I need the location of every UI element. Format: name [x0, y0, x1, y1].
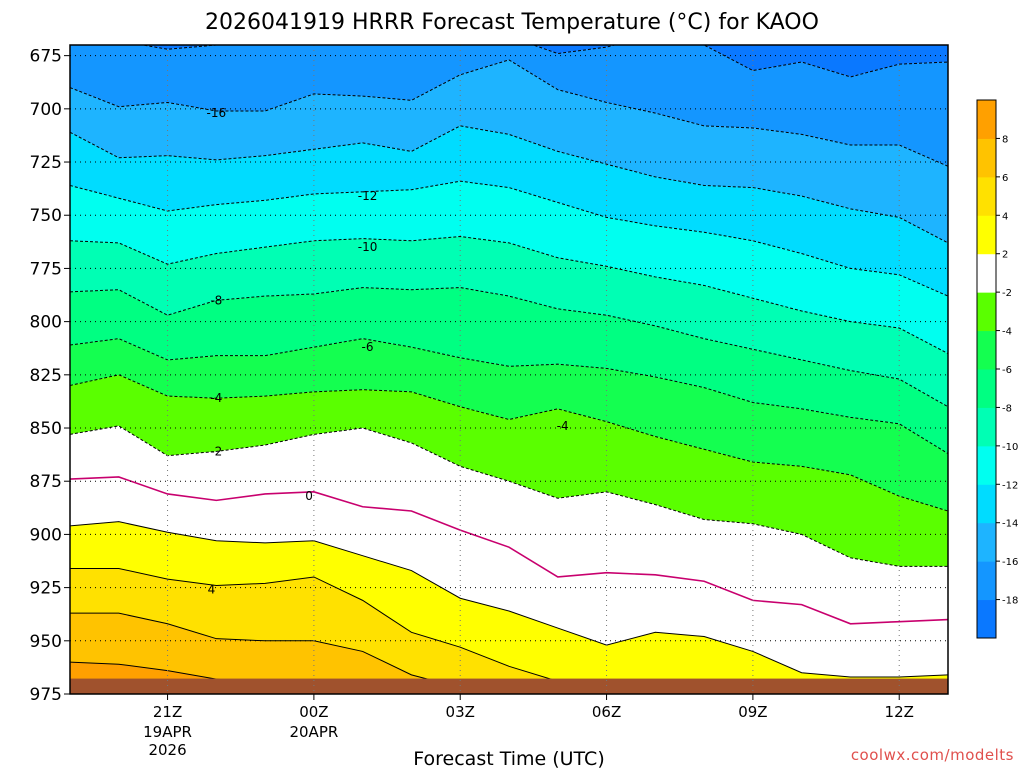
contour-label: 0	[305, 489, 313, 503]
x-tick-label: 06Z	[592, 703, 621, 721]
colorbar-tick-label: 4	[1002, 211, 1008, 222]
colorbar-tick-label: -16	[1002, 557, 1018, 568]
x-tick-label: 21Z	[153, 703, 182, 721]
credit-link[interactable]: coolwx.com/modelts	[851, 746, 1014, 764]
y-tick-label: 725	[30, 153, 62, 173]
colorbar-tick-label: -4	[1002, 327, 1012, 338]
colorbar-tick-label: -6	[1002, 365, 1012, 376]
contour-label: -10	[358, 240, 378, 254]
x-tick-label: 12Z	[885, 703, 914, 721]
temp-band	[70, 521, 948, 694]
colorbar-tick-label: -10	[1002, 442, 1018, 453]
colorbar-cell	[977, 445, 996, 485]
y-tick-label: 925	[30, 579, 62, 599]
y-tick-label: 850	[30, 419, 62, 439]
colorbar-cell	[977, 100, 996, 139]
temp-band	[70, 181, 948, 354]
temp-band	[70, 45, 948, 77]
temp-band	[70, 59, 948, 243]
plot-frame	[69, 44, 949, 695]
contour-label: -4	[557, 419, 569, 433]
y-tick-label: 700	[30, 100, 62, 120]
colorbar-cell	[977, 330, 996, 370]
x-tick-label: 00Z	[299, 703, 328, 721]
x-tick-label: 09Z	[738, 703, 767, 721]
isotherm-line	[70, 476, 948, 625]
colorbar: -18 -16 -14 -12 -10 -8 -6 -4 -2 2 4 6 8	[976, 99, 1018, 639]
temp-band	[70, 125, 948, 297]
x-tick-sublabel: 2026	[148, 741, 186, 759]
y-tick-label: 875	[30, 472, 62, 492]
colorbar-cell	[977, 484, 996, 524]
isotherm-line	[70, 567, 735, 694]
y-tick-label: 825	[30, 366, 62, 386]
y-tick-label: 900	[30, 525, 62, 545]
x-tick-sublabel: 19APR	[143, 723, 192, 741]
contour-label: -16	[207, 106, 227, 120]
colorbar-cell	[977, 292, 996, 332]
contour-label: -6	[362, 340, 374, 354]
y-tick-label: 975	[30, 685, 62, 705]
colorbar-cell	[977, 138, 996, 178]
x-tick-label: 03Z	[446, 703, 475, 721]
y-tick-label: 950	[30, 632, 62, 652]
colorbar-tick-label: -8	[1002, 403, 1012, 414]
temp-band	[70, 338, 948, 512]
colorbar-cell	[977, 407, 996, 447]
y-axis: 675 700 725 750 775 800 825 850 875 900 925 950 975	[30, 47, 70, 705]
isotherm-line	[70, 374, 948, 512]
temp-band	[70, 425, 948, 624]
colorbar-tick-label: 8	[1002, 134, 1008, 145]
temp-band	[70, 613, 497, 694]
colorbar-cell	[977, 599, 996, 639]
contour-label: -12	[358, 189, 378, 203]
colorbar-tick-label: 2	[1002, 250, 1008, 261]
contour-label: -8	[210, 293, 222, 307]
y-tick-label: 775	[30, 259, 62, 279]
colorbar-tick-label: -12	[1002, 480, 1018, 491]
colorbar-cell	[977, 253, 996, 293]
temp-band	[70, 236, 948, 407]
temp-band	[70, 374, 948, 567]
contour-label: -4	[210, 391, 222, 405]
x-axis-label: Forecast Time (UTC)	[413, 748, 604, 768]
temp-band	[70, 45, 948, 167]
isotherm-line	[70, 59, 948, 167]
colorbar-cell	[977, 522, 996, 562]
isotherm-line	[70, 521, 948, 678]
colorbar-cell	[977, 561, 996, 601]
chart-title: 2026041919 HRRR Forecast Temperature (°C…	[205, 10, 819, 35]
isotherm-line	[70, 425, 948, 567]
colorbar-tick-label: -14	[1002, 519, 1018, 530]
colorbar-cell	[977, 215, 996, 255]
isotherm-line	[70, 236, 948, 354]
ground-layer	[70, 678, 948, 694]
isotherm-line	[70, 125, 948, 244]
plot-area: -16 -12 -10 -8 -6 -4 -4 -2 0 4	[69, 44, 949, 695]
colorbar-cell	[977, 176, 996, 216]
temp-band	[70, 476, 948, 677]
isotherm-line	[70, 338, 948, 454]
colorbar-tick-label: -2	[1002, 288, 1012, 299]
colorbar-cell	[977, 369, 996, 408]
colorbar-tick-label: 6	[1002, 173, 1008, 184]
temp-band	[70, 287, 948, 454]
isotherm-line	[70, 180, 948, 297]
contour-label: -2	[210, 444, 222, 458]
y-tick-label: 800	[30, 313, 62, 333]
contour-label: 4	[208, 583, 216, 597]
y-tick-label: 750	[30, 206, 62, 226]
isotherm-line	[70, 612, 500, 694]
colorbar-tick-label: -18	[1002, 596, 1018, 607]
y-tick-label: 675	[30, 47, 62, 67]
temp-band	[70, 568, 729, 694]
x-tick-sublabel: 20APR	[289, 723, 338, 741]
